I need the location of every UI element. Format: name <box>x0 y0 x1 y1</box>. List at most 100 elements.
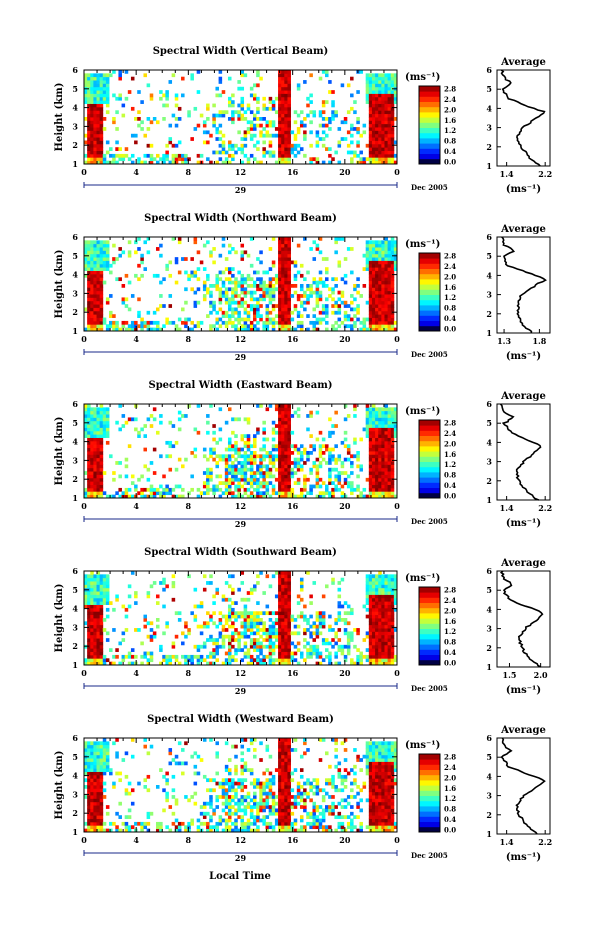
y-tick-label: 2 <box>72 808 78 818</box>
y-tick-label: 6 <box>72 65 78 75</box>
y-tick-label: 3 <box>72 789 78 799</box>
colorbar-tick-label: 0.0 <box>444 658 456 667</box>
colorbar-tick-label: 0.4 <box>444 648 456 657</box>
x-tick-label: 20 <box>339 501 351 511</box>
average-y-tick-label: 1 <box>486 328 492 338</box>
average-y-tick-label: 3 <box>486 123 492 133</box>
colorbar-tick-label: 1.2 <box>444 126 456 135</box>
y-tick-label: 3 <box>72 455 78 465</box>
x-tick-label: 0 <box>394 835 400 845</box>
x-tick-label: 16 <box>287 167 299 177</box>
month-label: Dec 2005 <box>411 183 448 192</box>
average-frame <box>496 737 551 835</box>
x-tick-label: 4 <box>133 668 139 678</box>
average-title: Average <box>500 224 546 235</box>
y-tick-label: 3 <box>72 622 78 632</box>
y-tick-label: 5 <box>72 752 78 762</box>
x-tick-label: 20 <box>339 668 351 678</box>
x-tick-label: 0 <box>81 668 87 678</box>
colorbar-tick-label: 0.8 <box>444 304 456 313</box>
y-tick-label: 4 <box>72 771 78 781</box>
x-tick-label: 4 <box>133 501 139 511</box>
month-label: Dec 2005 <box>411 851 448 860</box>
x-tick-label: 0 <box>394 167 400 177</box>
colorbar-unit: (ms⁻¹) <box>405 406 440 417</box>
average-y-tick-label: 1 <box>486 662 492 672</box>
y-tick-label: 2 <box>72 307 78 317</box>
colorbar-tick-label: 2.4 <box>444 429 456 438</box>
colorbar-tick-label: 2.4 <box>444 596 456 605</box>
average-y-tick-label: 2 <box>486 810 492 820</box>
x-tick-label: 12 <box>235 835 246 845</box>
y-tick-label: 5 <box>72 418 78 428</box>
heatmap-cells <box>84 404 398 499</box>
y-tick-label: 1 <box>72 159 78 169</box>
day-label: 29 <box>235 185 247 195</box>
average-x-tick-label: 1.5 <box>503 670 517 680</box>
colorbar-tick-label: 0.4 <box>444 481 456 490</box>
y-tick-label: 5 <box>72 585 78 595</box>
average-y-tick-label: 5 <box>486 752 492 762</box>
heatmap-cells <box>84 70 398 165</box>
colorbar-tick-label: 2.8 <box>444 252 456 261</box>
colorbar-tick-label: 0.4 <box>444 815 456 824</box>
month-label: Dec 2005 <box>411 684 448 693</box>
colorbar: 0.00.40.8 1.21.6 2.02.42.8 <box>418 753 456 834</box>
colorbar-tick-label: 1.2 <box>444 627 456 636</box>
panel-title: Spectral Width (Southward Beam) <box>144 547 337 558</box>
x-tick-label: 8 <box>186 501 192 511</box>
x-tick-label: 0 <box>81 835 87 845</box>
x-tick-label: 8 <box>186 835 192 845</box>
average-y-tick-label: 3 <box>486 457 492 467</box>
average-y-tick-label: 3 <box>486 290 492 300</box>
y-tick-label: 1 <box>72 827 78 837</box>
colorbar-tick-label: 2.4 <box>444 262 456 271</box>
average-y-tick-label: 3 <box>486 624 492 634</box>
x-tick-label: 12 <box>235 501 246 511</box>
average-y-tick-label: 2 <box>486 142 492 152</box>
x-tick-label: 4 <box>133 835 139 845</box>
panel-title: Spectral Width (Northward Beam) <box>144 213 337 224</box>
x-axis-label: Local Time <box>209 871 271 882</box>
average-y-tick-label: 3 <box>486 791 492 801</box>
colorbar-tick-label: 2.0 <box>444 773 456 782</box>
x-tick-label: 20 <box>339 167 351 177</box>
colorbar-tick-label: 2.8 <box>444 753 456 762</box>
x-tick-label: 16 <box>287 334 299 344</box>
average-profile-line <box>500 737 546 835</box>
y-tick-label: 1 <box>72 326 78 336</box>
x-tick-label: 0 <box>81 167 87 177</box>
average-profile-line <box>499 403 542 501</box>
heatmap-cells <box>84 738 398 833</box>
average-y-tick-label: 5 <box>486 251 492 261</box>
y-tick-label: 4 <box>72 270 78 280</box>
average-unit: (ms⁻¹) <box>506 351 541 362</box>
average-frame <box>496 570 551 668</box>
x-tick-label: 0 <box>394 501 400 511</box>
day-label: 29 <box>235 686 247 696</box>
x-tick-label: 0 <box>394 668 400 678</box>
average-profile-line <box>500 69 546 167</box>
average-y-tick-label: 5 <box>486 84 492 94</box>
colorbar-tick-label: 2.8 <box>444 85 456 94</box>
average-frame <box>496 236 551 334</box>
y-axis-label: Height (km) <box>54 250 65 319</box>
colorbar-tick-label: 0.8 <box>444 137 456 146</box>
average-unit: (ms⁻¹) <box>506 685 541 696</box>
average-x-tick-label: 1.4 <box>500 837 514 847</box>
average-y-tick-label: 1 <box>486 161 492 171</box>
average-x-tick-label: 1.4 <box>500 503 514 513</box>
colorbar-tick-label: 2.0 <box>444 272 456 281</box>
x-tick-label: 12 <box>235 167 246 177</box>
panel-title: Spectral Width (Eastward Beam) <box>148 380 332 391</box>
y-tick-label: 3 <box>72 121 78 131</box>
